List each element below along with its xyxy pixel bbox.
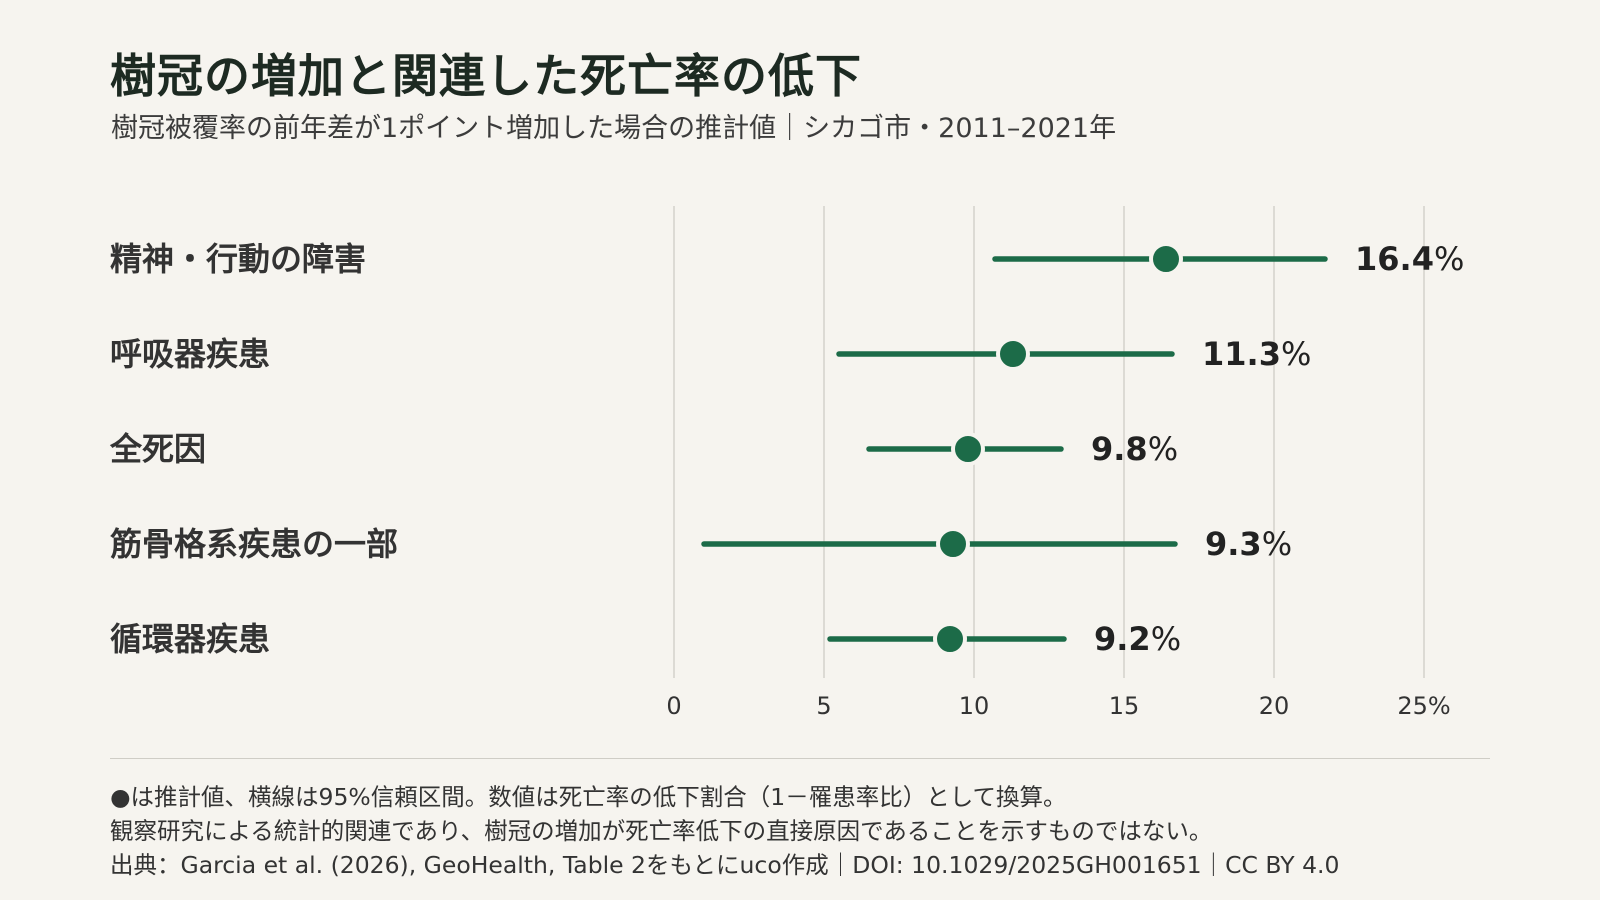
value-label: 9.2% [1094,620,1181,658]
forest-plot: 0 5 10 15 20 25% 精神・行動の障害呼吸器疾患全死因筋骨格系疾患の一部循環器… [109,206,1464,720]
x-tick-label: 25% [1397,692,1450,720]
estimate-point [933,622,967,656]
category-label: 全死因 [109,430,206,468]
x-tick-label: 0 [666,692,681,720]
value-labels: 16.4% 11.3% 9.8% 9.3% 9.2% [1091,240,1464,658]
x-axis-ticks: 0 5 10 15 20 25% [666,692,1450,720]
footer-divider [110,758,1490,759]
estimate-point [1149,242,1183,276]
note-source: 出典：Garcia et al. (2026), GeoHealth, Tabl… [110,851,1340,879]
value-label: 11.3% [1202,335,1311,373]
chart-subtitle: 樹冠被覆率の前年差が1ポイント増加した場合の推計値｜シカゴ市・2011–2021… [111,113,1117,144]
data-marks [701,242,1328,656]
estimate-point [996,337,1030,371]
value-label: 9.8% [1091,430,1178,468]
category-label: 精神・行動の障害 [110,240,366,278]
x-tick-label: 20 [1259,692,1290,720]
estimate-point [936,527,970,561]
grid-lines [673,206,1425,678]
chart-title: 樹冠の増加と関連した死亡率の低下 [110,49,862,103]
category-label: 筋骨格系疾患の一部 [110,525,398,563]
x-tick-label: 15 [1109,692,1140,720]
category-label: 循環器疾患 [110,620,270,658]
estimate-point [951,432,985,466]
value-label: 9.3% [1205,525,1292,563]
x-tick-label: 5 [816,692,831,720]
note-caveat: 観察研究による統計的関連であり、樹冠の増加が死亡率低下の直接原因であることを示す… [110,817,1213,845]
category-label: 呼吸器疾患 [110,335,270,373]
x-tick-label: 10 [959,692,990,720]
value-label: 16.4% [1355,240,1464,278]
note-method: ●は推計値、横線は95%信頼区間。数値は死亡率の低下割合（1－罹患率比）として換… [110,783,1067,811]
